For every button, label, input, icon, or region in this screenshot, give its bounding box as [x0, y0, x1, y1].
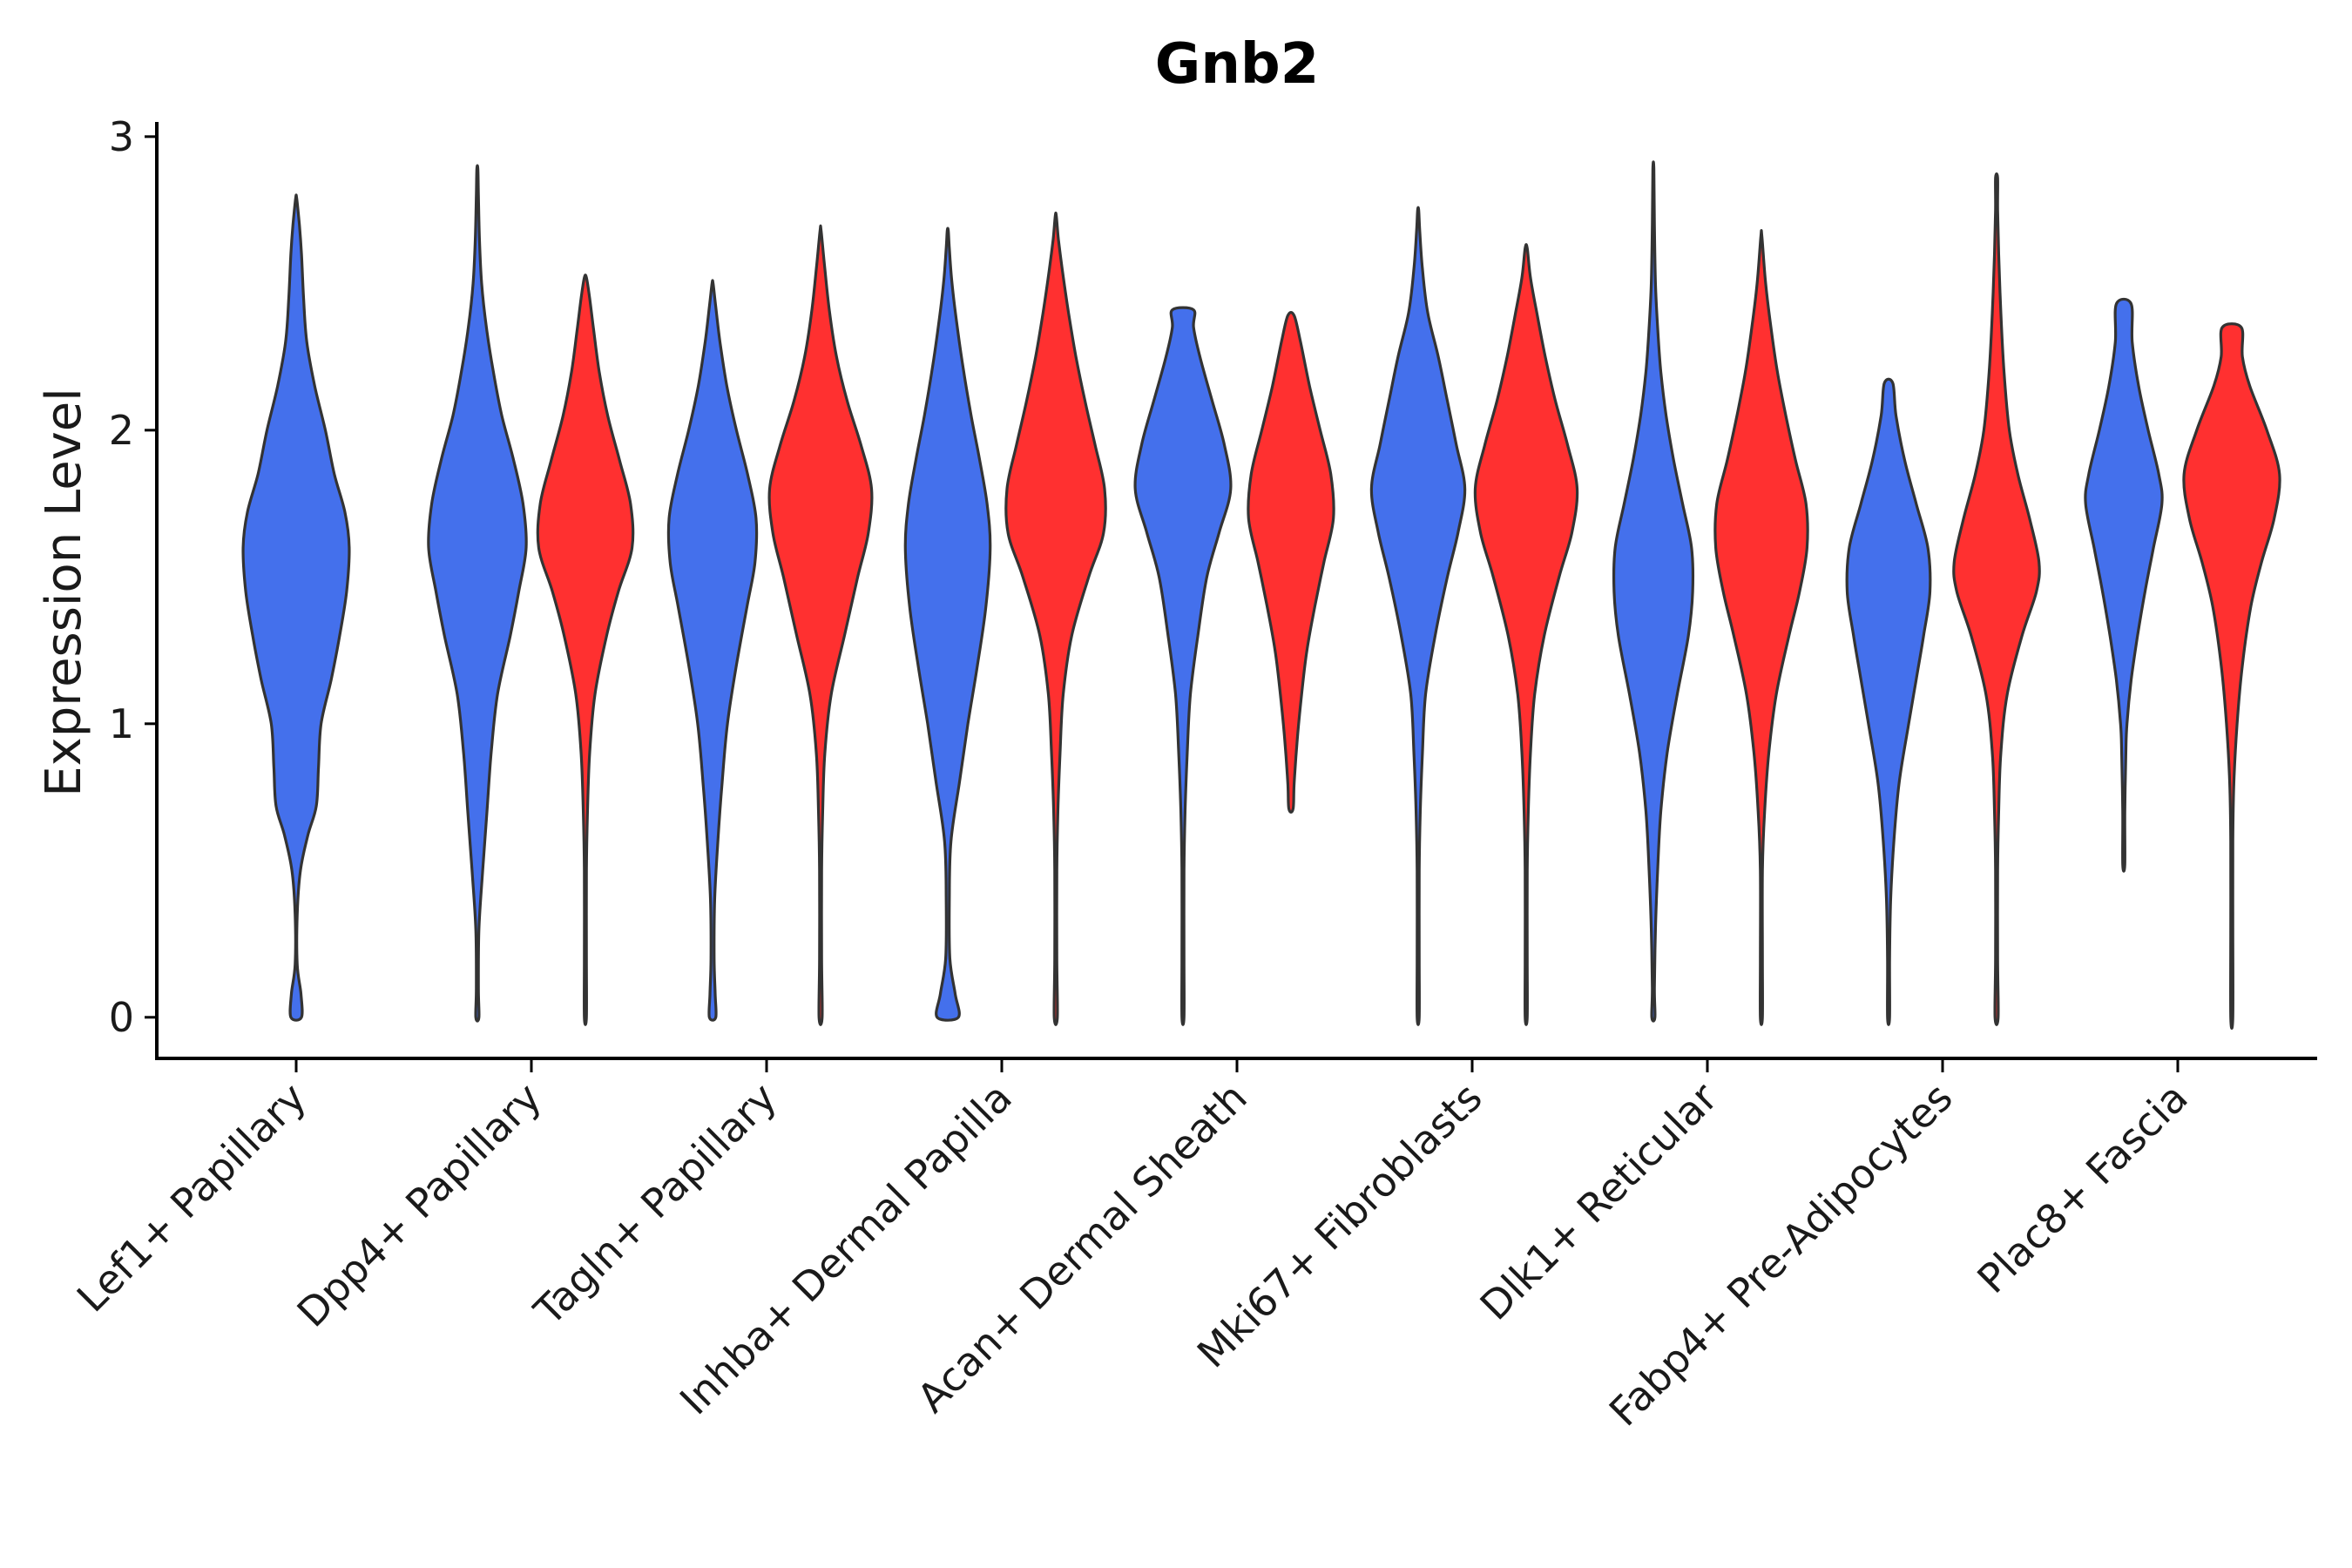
y-tick-label-1: 1	[109, 700, 134, 747]
violin-6-group-2	[1473, 243, 1579, 1026]
violin-1-group-1	[241, 193, 351, 1022]
violin-8-group-2	[1952, 172, 2041, 1026]
violin-3-group-2	[767, 224, 874, 1026]
x-tick-label-3: Tagln+ Papillary	[524, 1074, 786, 1335]
y-tick-label-0: 0	[109, 994, 134, 1041]
violin-2-group-2	[536, 274, 635, 1026]
x-tick-label-2: Dpp4+ Papillary	[288, 1074, 551, 1336]
x-tick-label-7: Dlk1+ Reticular	[1471, 1074, 1727, 1329]
x-tick-label-9: Plac8+ Fascia	[1968, 1074, 2196, 1302]
violin-5-group-1	[1133, 306, 1233, 1026]
violin-9-group-1	[2084, 297, 2164, 873]
violin-4-group-1	[903, 226, 992, 1022]
y-tick-label-3: 3	[109, 113, 134, 160]
violin-3-group-1	[666, 279, 759, 1022]
chart-title: Gnb2	[1155, 32, 1319, 97]
y-tick-label-2: 2	[109, 407, 134, 454]
violin-2-group-1	[427, 164, 528, 1023]
violins-layer	[241, 160, 2281, 1031]
y-axis-label: Expression Level	[36, 388, 92, 797]
violin-7-group-1	[1612, 160, 1695, 1023]
violin-6-group-1	[1369, 206, 1467, 1026]
violin-9-group-2	[2182, 322, 2281, 1031]
x-tick-label-1: Lef1+ Papillary	[68, 1074, 315, 1321]
violin-4-group-2	[1004, 211, 1107, 1026]
violin-5-group-2	[1247, 311, 1335, 814]
violin-7-group-2	[1713, 229, 1809, 1026]
violin-8-group-1	[1845, 377, 1932, 1026]
